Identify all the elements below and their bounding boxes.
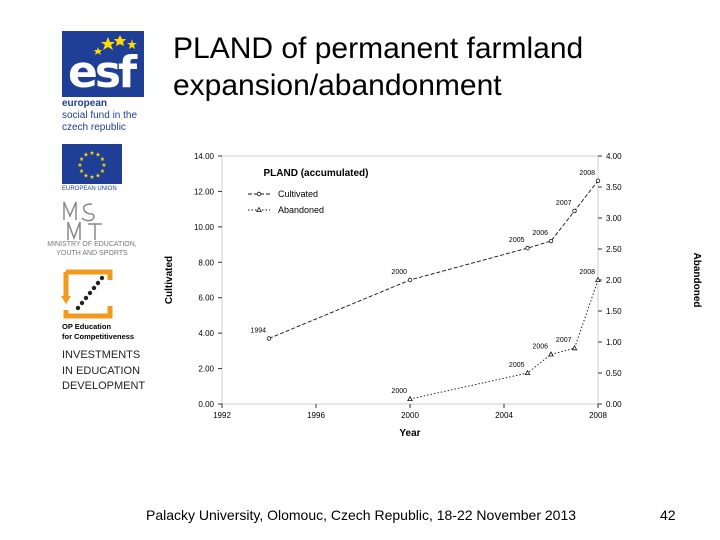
eu-star-icon: ★ <box>83 172 88 179</box>
eu-star-icon: ★ <box>83 152 88 159</box>
msmt-line-1: MINISTRY OF EDUCATION, <box>47 241 137 248</box>
eu-flag-icon: ★ ★ ★ ★ ★ ★ ★ ★ ★ ★ ★ ★ <box>62 144 122 184</box>
y-left-axis-label: Cultivated <box>164 256 175 304</box>
eu-star-icon: ★ <box>79 168 84 175</box>
y-left-tick-label: 12.00 <box>194 187 215 196</box>
y-left-tick-label: 8.00 <box>198 258 214 267</box>
data-label: 2006 <box>532 230 548 237</box>
esf-line-2: social fund in the <box>62 110 138 121</box>
esf-logo: esf european social fund in the czech re… <box>58 28 150 140</box>
page-number: 42 <box>660 507 676 523</box>
pland-chart: 0.00 2.00 4.00 6.00 8.00 10.00 12.00 14.00 0.00 0… <box>164 152 702 439</box>
eu-star-icon: ★ <box>79 156 84 163</box>
slide-title: PLAND of permanent farmland expansion/ab… <box>173 30 583 104</box>
data-label: 2000 <box>391 269 407 276</box>
esf-stars-icon <box>94 35 137 55</box>
y-right-tick-label: 4.00 <box>606 152 622 161</box>
x-tick-label: 2000 <box>401 411 419 420</box>
invest-line-1: INVESTMENTS <box>62 349 141 361</box>
eu-logo: ★ ★ ★ ★ ★ ★ ★ ★ ★ ★ ★ ★ EUROPEAN UNION <box>62 144 122 198</box>
data-point <box>595 276 601 283</box>
data-point <box>572 208 577 214</box>
sidebar-logos: esf european social fund in the czech re… <box>0 0 160 400</box>
x-axis-label: Year <box>399 428 420 439</box>
eu-star-icon: ★ <box>89 174 94 181</box>
msmt-logo: MINISTRY OF EDUCATION, YOUTH AND SPORTS <box>30 198 154 262</box>
eu-star-icon: ★ <box>89 150 94 157</box>
msmt-emblem-icon <box>63 201 102 241</box>
data-label: 2000 <box>391 388 407 395</box>
x-tick-label: 2004 <box>495 411 513 420</box>
y-right-tick-label: 1.00 <box>606 338 622 347</box>
eu-star-icon: ★ <box>95 172 100 179</box>
x-tick-label: 2008 <box>589 411 607 420</box>
msmt-caption: MINISTRY OF EDUCATION, YOUTH AND SPORTS <box>30 240 154 258</box>
esf-caption: european social fund in the czech republ… <box>62 98 154 134</box>
y-left-tick-label: 14.00 <box>194 152 215 161</box>
invest-line-3: DEVELOPMENT <box>62 380 146 392</box>
data-label: 2008 <box>579 170 595 177</box>
x-tick-label: 1996 <box>307 411 325 420</box>
data-label: 2005 <box>509 237 525 244</box>
esf-logo-word: esf <box>68 47 137 98</box>
chart-title: PLAND (accumulated) <box>263 168 368 179</box>
x-tick-label: 1992 <box>213 411 231 420</box>
y-left-tick-label: 2.00 <box>198 365 214 374</box>
y-right-tick-label: 3.00 <box>606 214 622 223</box>
op-logo: OP Education for Competitiveness <box>58 266 168 346</box>
data-point <box>524 369 531 376</box>
y-right-tick-label: 0.00 <box>606 400 622 409</box>
data-point <box>407 277 413 283</box>
data-point <box>266 336 272 341</box>
y-left-tick-label: 10.00 <box>194 223 215 232</box>
series-line <box>268 180 599 339</box>
legend-label: Cultivated <box>278 189 318 199</box>
data-label: 2005 <box>509 362 525 369</box>
y-left-tick-label: 4.00 <box>198 329 214 338</box>
y-right-tick-label: 1.50 <box>606 307 622 316</box>
y-right-axis-label: Abandoned <box>691 253 702 308</box>
data-label: 2008 <box>579 269 595 276</box>
y-left-tick-label: 0.00 <box>198 400 214 409</box>
data-point <box>525 245 530 251</box>
data-point <box>595 178 601 183</box>
y-left-tick-label: 6.00 <box>198 294 214 303</box>
slide-title-line-2: expansion/abandonment <box>173 69 502 102</box>
legend-label: Abandoned <box>278 205 324 215</box>
eu-star-icon: ★ <box>77 162 82 169</box>
op-emblem-icon <box>61 269 113 319</box>
op-line-1: OP Education <box>62 322 112 331</box>
y-right-tick-label: 3.50 <box>606 183 622 192</box>
y-right-tick-label: 2.00 <box>606 276 622 285</box>
slide-title-line-1: PLAND of permanent farmland <box>173 32 584 65</box>
y-right-tick-label: 0.50 <box>606 369 622 378</box>
eu-star-icon: ★ <box>95 152 100 159</box>
data-point <box>548 238 554 244</box>
eu-star-icon: ★ <box>100 168 105 175</box>
invest-line-2: IN EDUCATION <box>62 364 141 377</box>
data-label: 2006 <box>532 343 548 350</box>
data-label: 1994 <box>250 327 266 334</box>
esf-line-3: czech republic <box>62 122 126 133</box>
eu-caption: EUROPEAN UNION <box>62 186 117 192</box>
data-point <box>407 395 413 402</box>
esf-line-1: european <box>62 98 108 109</box>
data-point <box>256 191 262 197</box>
msmt-line-2: YOUTH AND SPORTS <box>56 250 128 257</box>
data-label: 2007 <box>556 337 572 344</box>
op-caption: OP Education for Competitiveness <box>62 322 134 342</box>
esf-logo-box: esf <box>62 31 144 97</box>
data-label: 2007 <box>556 200 572 207</box>
footer-text: Palacky University, Olomouc, Czech Repub… <box>146 507 577 523</box>
data-point <box>256 206 262 212</box>
op-line-2: for Competitiveness <box>62 332 135 341</box>
y-right-tick-label: 2.50 <box>606 245 622 254</box>
eu-star-icon: ★ <box>101 162 106 169</box>
data-point <box>571 344 578 351</box>
data-point <box>548 351 554 357</box>
investments-caption: INVESTMENTS IN EDUCATION DEVELOPMENT <box>62 348 145 395</box>
eu-star-icon: ★ <box>100 156 105 163</box>
